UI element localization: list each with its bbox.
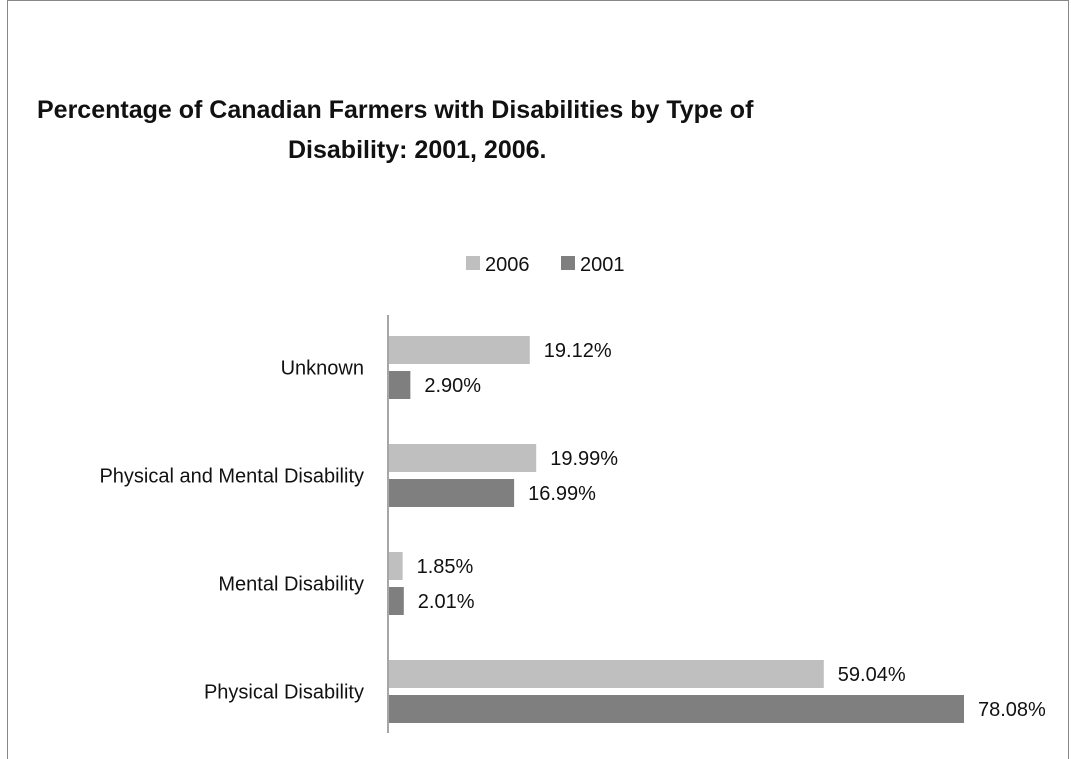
value-labels: 19.12% 2.90% 19.99% 16.99% 1.85% 2.01% 59.04% 7…	[417, 340, 1046, 721]
bar-2001-physical-disability	[389, 695, 964, 723]
value-label-2001-physical-and-mental-disability: 16.99%	[528, 483, 596, 505]
bar-2006-mental-disability	[389, 552, 403, 580]
bar-2001-unknown	[389, 371, 411, 399]
bar-2001-physical-and-mental-disability	[389, 479, 515, 507]
bar-2006-unknown	[389, 336, 530, 364]
category-label-physical-disability: Physical Disability	[204, 682, 364, 704]
category-label-unknown: Unknown	[281, 358, 364, 380]
legend-swatch-2001	[561, 256, 575, 270]
chart-frame	[7, 0, 1069, 759]
legend-swatch-2006	[466, 256, 480, 270]
legend-label-2006: 2006	[485, 254, 530, 276]
chart-title-line-2: Disability: 2001, 2006.	[288, 136, 546, 164]
chart-title-line-1: Percentage of Canadian Farmers with Disa…	[37, 96, 754, 124]
bars	[389, 336, 964, 723]
value-label-2001-mental-disability: 2.01%	[418, 591, 475, 613]
value-label-2006-unknown: 19.12%	[544, 340, 612, 362]
bar-2006-physical-disability	[389, 660, 824, 688]
value-label-2006-physical-disability: 59.04%	[838, 664, 906, 686]
value-label-2001-unknown: 2.90%	[424, 375, 481, 397]
bar-2006-physical-and-mental-disability	[389, 444, 537, 472]
legend: 2006 2001	[466, 254, 625, 276]
value-label-2006-physical-and-mental-disability: 19.99%	[550, 448, 618, 470]
bar-2001-mental-disability	[389, 587, 404, 615]
category-labels: Unknown Physical and Mental Disability Men…	[99, 358, 364, 704]
value-label-2001-physical-disability: 78.08%	[978, 699, 1046, 721]
category-label-physical-and-mental-disability: Physical and Mental Disability	[99, 466, 364, 488]
value-label-2006-mental-disability: 1.85%	[417, 556, 474, 578]
category-label-mental-disability: Mental Disability	[218, 574, 364, 596]
legend-label-2001: 2001	[580, 254, 625, 276]
